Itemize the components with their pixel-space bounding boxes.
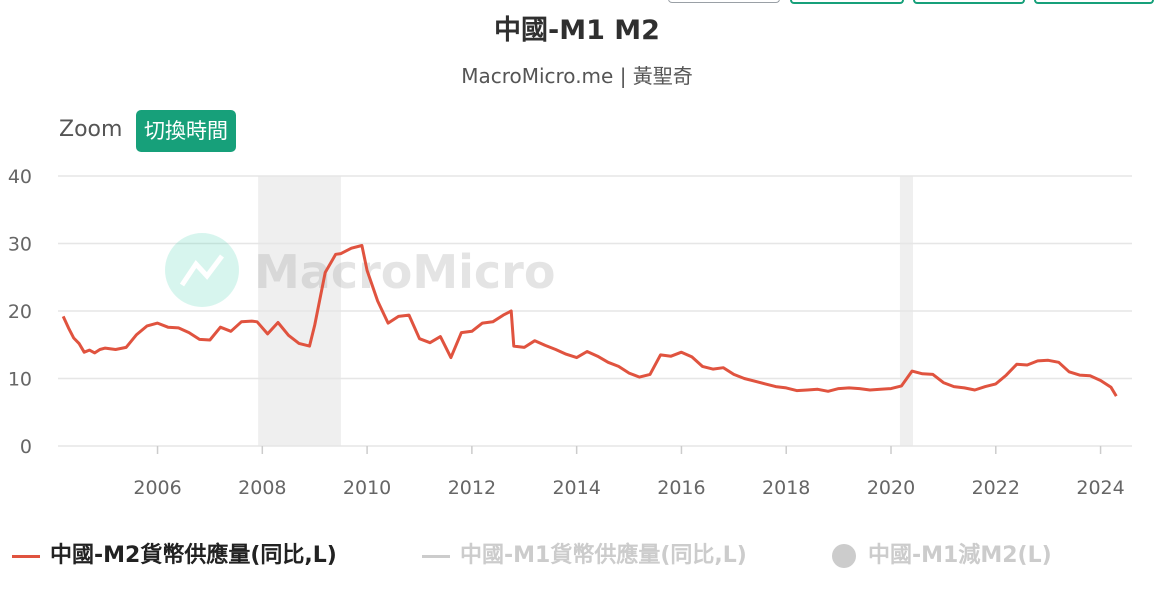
x-tick-label-3: 2012 [448, 477, 496, 499]
series-line-m2 [61, 244, 1118, 397]
x-tick-label-7: 2020 [867, 477, 915, 499]
x-tick-label-5: 2016 [657, 477, 705, 499]
chart-subtitle: MacroMicro.me | 黃聖奇 [461, 64, 693, 88]
y-tick-label-2: 20 [8, 301, 32, 323]
legend-marker-m1 [422, 554, 450, 558]
legend-item-m1[interactable]: 中國-M1貨幣供應量(同比,L) [422, 538, 747, 574]
legend-marker-diff [832, 544, 856, 568]
x-tick-label-9: 2024 [1076, 477, 1124, 499]
y-tick-label-4: 40 [8, 166, 32, 188]
legend-label-m2: 中國-M2貨幣供應量(同比,L) [50, 543, 337, 568]
legend-marker-m2 [12, 554, 40, 558]
x-tick-label-8: 2022 [972, 477, 1020, 499]
x-tick-label-2: 2010 [343, 477, 391, 499]
legend-item-m2[interactable]: 中國-M2貨幣供應量(同比,L) [12, 538, 337, 574]
zoom-label: Zoom [59, 117, 123, 142]
watermark-icon [165, 233, 239, 307]
y-tick-label-0: 0 [20, 436, 32, 458]
chart-title: 中國-M1 M2 [494, 15, 660, 46]
x-tick-label-4: 2014 [552, 477, 600, 499]
top-toolbar-button[interactable] [913, 0, 1025, 4]
legend-label-diff: 中國-M1減M2(L) [868, 543, 1052, 568]
watermark-text: MacroMicro [254, 245, 555, 299]
top-toolbar-button[interactable] [790, 0, 904, 4]
toggle-time-button[interactable]: 切換時間 [136, 110, 236, 152]
watermark-icon-graph [179, 254, 224, 287]
x-tick-label-0: 2006 [133, 477, 181, 499]
watermark-logo: MacroMicro [165, 233, 555, 307]
top-toolbar-button[interactable] [1034, 0, 1154, 4]
legend-item-diff[interactable]: 中國-M1減M2(L) [832, 538, 1052, 574]
legend-label-m1: 中國-M1貨幣供應量(同比,L) [460, 543, 747, 568]
x-tick-label-1: 2008 [238, 477, 286, 499]
y-tick-label-3: 30 [8, 234, 32, 256]
x-tick-label-6: 2018 [762, 477, 810, 499]
y-tick-label-1: 10 [8, 369, 32, 391]
